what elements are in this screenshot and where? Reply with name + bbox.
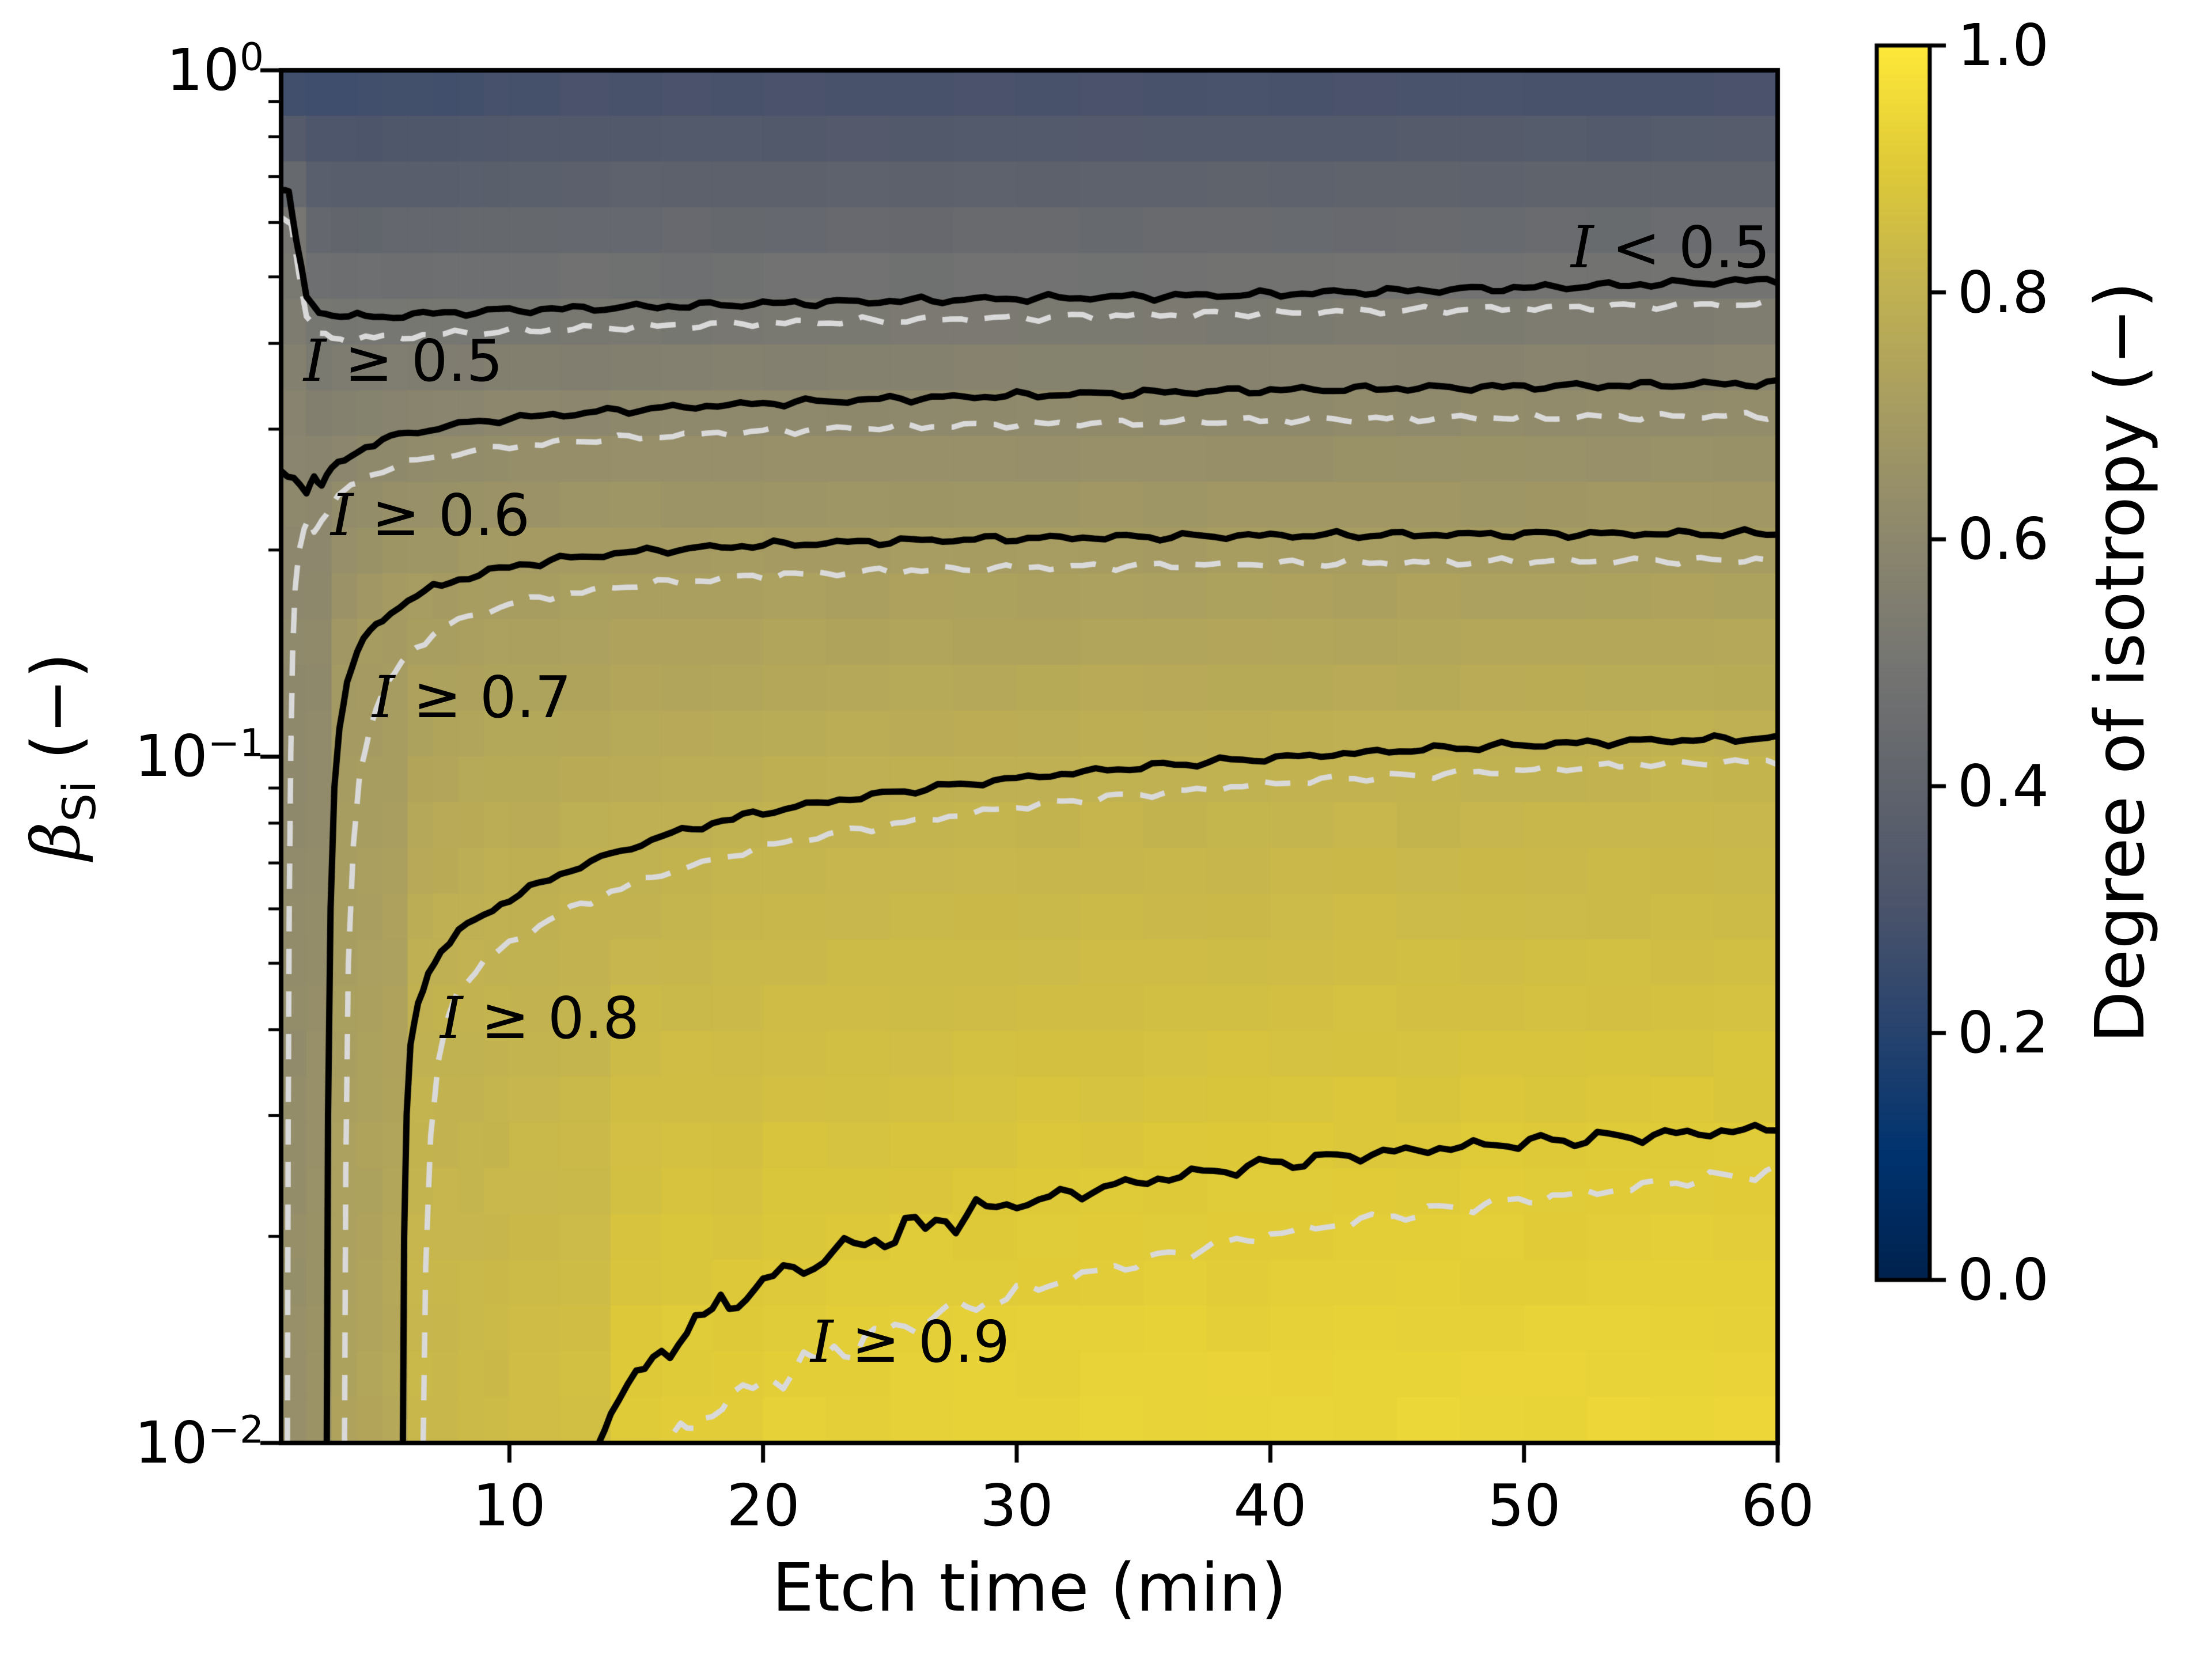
colorbar-tick-0.0: 0.0 — [1957, 1246, 2050, 1313]
y-tick-label-1e-1: 10−1 — [134, 721, 264, 790]
contour-label-ge-0.5: I ≥ 0.5 — [304, 327, 503, 395]
y-tick-label-1e0: 100 — [166, 35, 264, 104]
colorbar-tick-0.8: 0.8 — [1957, 259, 2050, 326]
x-tick-label-50: 50 — [1487, 1472, 1561, 1539]
y-axis-label: βSi (−) — [18, 652, 106, 861]
x-tick-label-60: 60 — [1741, 1472, 1815, 1539]
colorbar-tick-0.2: 0.2 — [1957, 999, 2050, 1066]
x-tick-label-20: 20 — [726, 1472, 800, 1539]
x-tick-label-40: 40 — [1233, 1472, 1307, 1539]
x-axis-label: Etch time (min) — [772, 1550, 1287, 1627]
x-tick-label-10: 10 — [472, 1472, 546, 1539]
y-tick-label-1e-2: 10−2 — [134, 1407, 264, 1476]
colorbar-label: Degree of isotropy (−) — [2080, 281, 2160, 1044]
contour-label-ge-0.8: I ≥ 0.8 — [440, 984, 639, 1052]
colorbar-tick-1.0: 1.0 — [1957, 12, 2050, 79]
contour-label-ge-0.7: I ≥ 0.7 — [372, 664, 571, 731]
x-tick-label-30: 30 — [980, 1472, 1054, 1539]
contour-label-ge-0.9: I ≥ 0.9 — [810, 1308, 1010, 1376]
contour-label-lt-0.5: I < 0.5 — [1571, 214, 1770, 281]
colorbar-tick-0.4: 0.4 — [1957, 752, 2050, 820]
contour-label-ge-0.6: I ≥ 0.6 — [331, 482, 530, 549]
colorbar-tick-0.6: 0.6 — [1957, 505, 2050, 573]
